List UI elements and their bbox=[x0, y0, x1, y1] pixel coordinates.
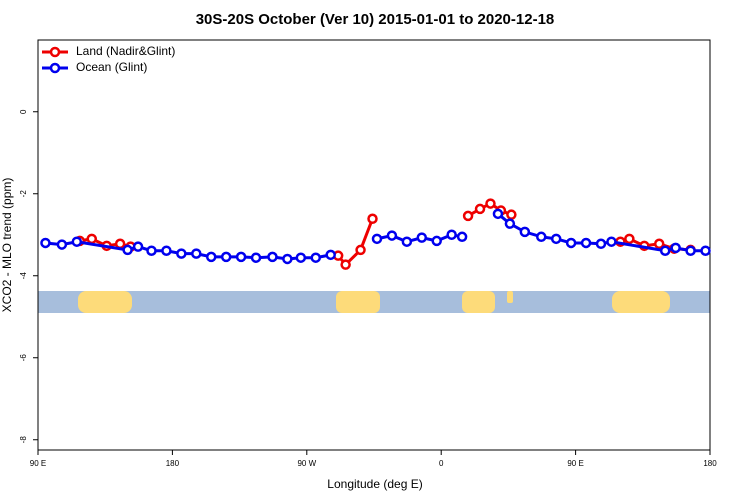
point bbox=[536, 231, 547, 243]
point bbox=[176, 248, 187, 259]
y-tick-label: -4 bbox=[19, 272, 28, 280]
point bbox=[114, 238, 126, 250]
point bbox=[506, 209, 517, 220]
point bbox=[122, 244, 133, 256]
point bbox=[371, 233, 383, 245]
point bbox=[367, 213, 378, 225]
series-line bbox=[79, 201, 691, 267]
point bbox=[606, 236, 617, 247]
point bbox=[86, 233, 98, 245]
land-blob bbox=[78, 291, 132, 313]
legend-label: Land (Nadir&Glint) bbox=[76, 44, 175, 58]
point bbox=[282, 253, 293, 265]
x-axis-label: Longitude (deg E) bbox=[327, 477, 422, 491]
point bbox=[205, 251, 217, 263]
x-tick-label: 90 E bbox=[567, 459, 583, 468]
point bbox=[416, 232, 428, 243]
point bbox=[685, 245, 696, 256]
point bbox=[700, 245, 711, 256]
point bbox=[431, 235, 442, 247]
y-axis-label: XCO2 - MLO trend (ppm) bbox=[0, 178, 14, 313]
point bbox=[310, 252, 322, 263]
y-tick-label: -6 bbox=[19, 354, 28, 362]
point bbox=[161, 245, 172, 256]
point bbox=[519, 226, 531, 238]
point bbox=[191, 248, 202, 259]
land-blob bbox=[462, 291, 495, 313]
point bbox=[565, 237, 577, 249]
y-tick-label: -2 bbox=[19, 190, 28, 198]
x-tick-label: 0 bbox=[439, 459, 444, 468]
point bbox=[492, 208, 504, 220]
point bbox=[132, 241, 144, 252]
land-blob bbox=[507, 291, 513, 303]
point bbox=[235, 251, 247, 263]
point bbox=[340, 259, 351, 270]
plot-frame bbox=[37, 39, 711, 451]
point bbox=[670, 242, 681, 254]
point bbox=[267, 251, 278, 263]
land-blob bbox=[612, 291, 670, 313]
point bbox=[595, 238, 607, 250]
legend-marker bbox=[49, 62, 61, 74]
point bbox=[580, 237, 592, 249]
chart-title: 30S-20S October (Ver 10) 2015-01-01 to 2… bbox=[196, 11, 555, 28]
map-strip bbox=[38, 291, 710, 313]
point bbox=[146, 245, 157, 256]
point bbox=[504, 218, 516, 229]
legend-label: Ocean (Glint) bbox=[76, 60, 147, 74]
x-tick-label: 90 E bbox=[30, 459, 46, 468]
y-tick-label: -8 bbox=[19, 436, 28, 444]
y-tick-label: 0 bbox=[19, 109, 28, 114]
x-tick-label: 180 bbox=[166, 459, 180, 468]
point bbox=[325, 249, 336, 261]
point bbox=[653, 238, 665, 250]
x-tick-label: 90 W bbox=[297, 459, 316, 468]
point bbox=[474, 203, 486, 215]
point bbox=[71, 236, 83, 247]
point bbox=[295, 252, 307, 263]
point bbox=[401, 236, 413, 247]
point bbox=[386, 230, 398, 241]
point bbox=[462, 210, 474, 222]
point bbox=[56, 239, 68, 250]
point bbox=[456, 231, 468, 243]
land-blob bbox=[336, 291, 380, 313]
point bbox=[624, 233, 635, 245]
legend-marker bbox=[49, 46, 61, 58]
point bbox=[485, 198, 496, 209]
point bbox=[40, 237, 51, 249]
point bbox=[659, 245, 671, 256]
point bbox=[446, 229, 457, 240]
x-tick-label: 180 bbox=[703, 459, 717, 468]
point bbox=[250, 252, 262, 263]
point bbox=[220, 251, 232, 263]
point bbox=[550, 233, 562, 245]
point bbox=[355, 244, 366, 256]
